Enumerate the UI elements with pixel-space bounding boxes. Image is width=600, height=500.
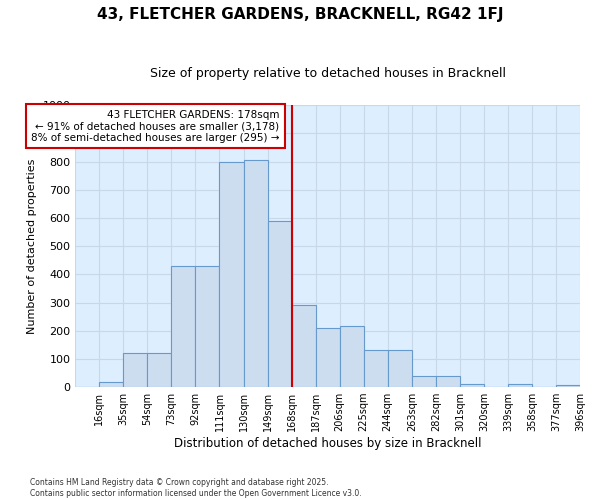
Title: Size of property relative to detached houses in Bracknell: Size of property relative to detached ho… [149, 68, 506, 80]
Text: 43 FLETCHER GARDENS: 178sqm
← 91% of detached houses are smaller (3,178)
8% of s: 43 FLETCHER GARDENS: 178sqm ← 91% of det… [31, 110, 280, 142]
Bar [460, 384, 484, 387]
Y-axis label: Number of detached properties: Number of detached properties [27, 158, 37, 334]
Bar [556, 385, 580, 387]
Bar [244, 160, 268, 387]
Bar [364, 350, 388, 387]
Bar [148, 354, 172, 387]
Text: 43, FLETCHER GARDENS, BRACKNELL, RG42 1FJ: 43, FLETCHER GARDENS, BRACKNELL, RG42 1F… [97, 8, 503, 22]
Bar [124, 354, 148, 387]
Bar [316, 328, 340, 387]
X-axis label: Distribution of detached houses by size in Bracknell: Distribution of detached houses by size … [174, 437, 481, 450]
Bar [412, 376, 436, 387]
Bar [196, 266, 220, 387]
Bar [388, 350, 412, 387]
Bar [268, 221, 292, 387]
Bar [172, 266, 196, 387]
Text: Contains HM Land Registry data © Crown copyright and database right 2025.
Contai: Contains HM Land Registry data © Crown c… [30, 478, 362, 498]
Bar [220, 162, 244, 387]
Bar [436, 376, 460, 387]
Bar [340, 326, 364, 387]
Bar [292, 306, 316, 387]
Bar [508, 384, 532, 387]
Bar [100, 382, 124, 387]
